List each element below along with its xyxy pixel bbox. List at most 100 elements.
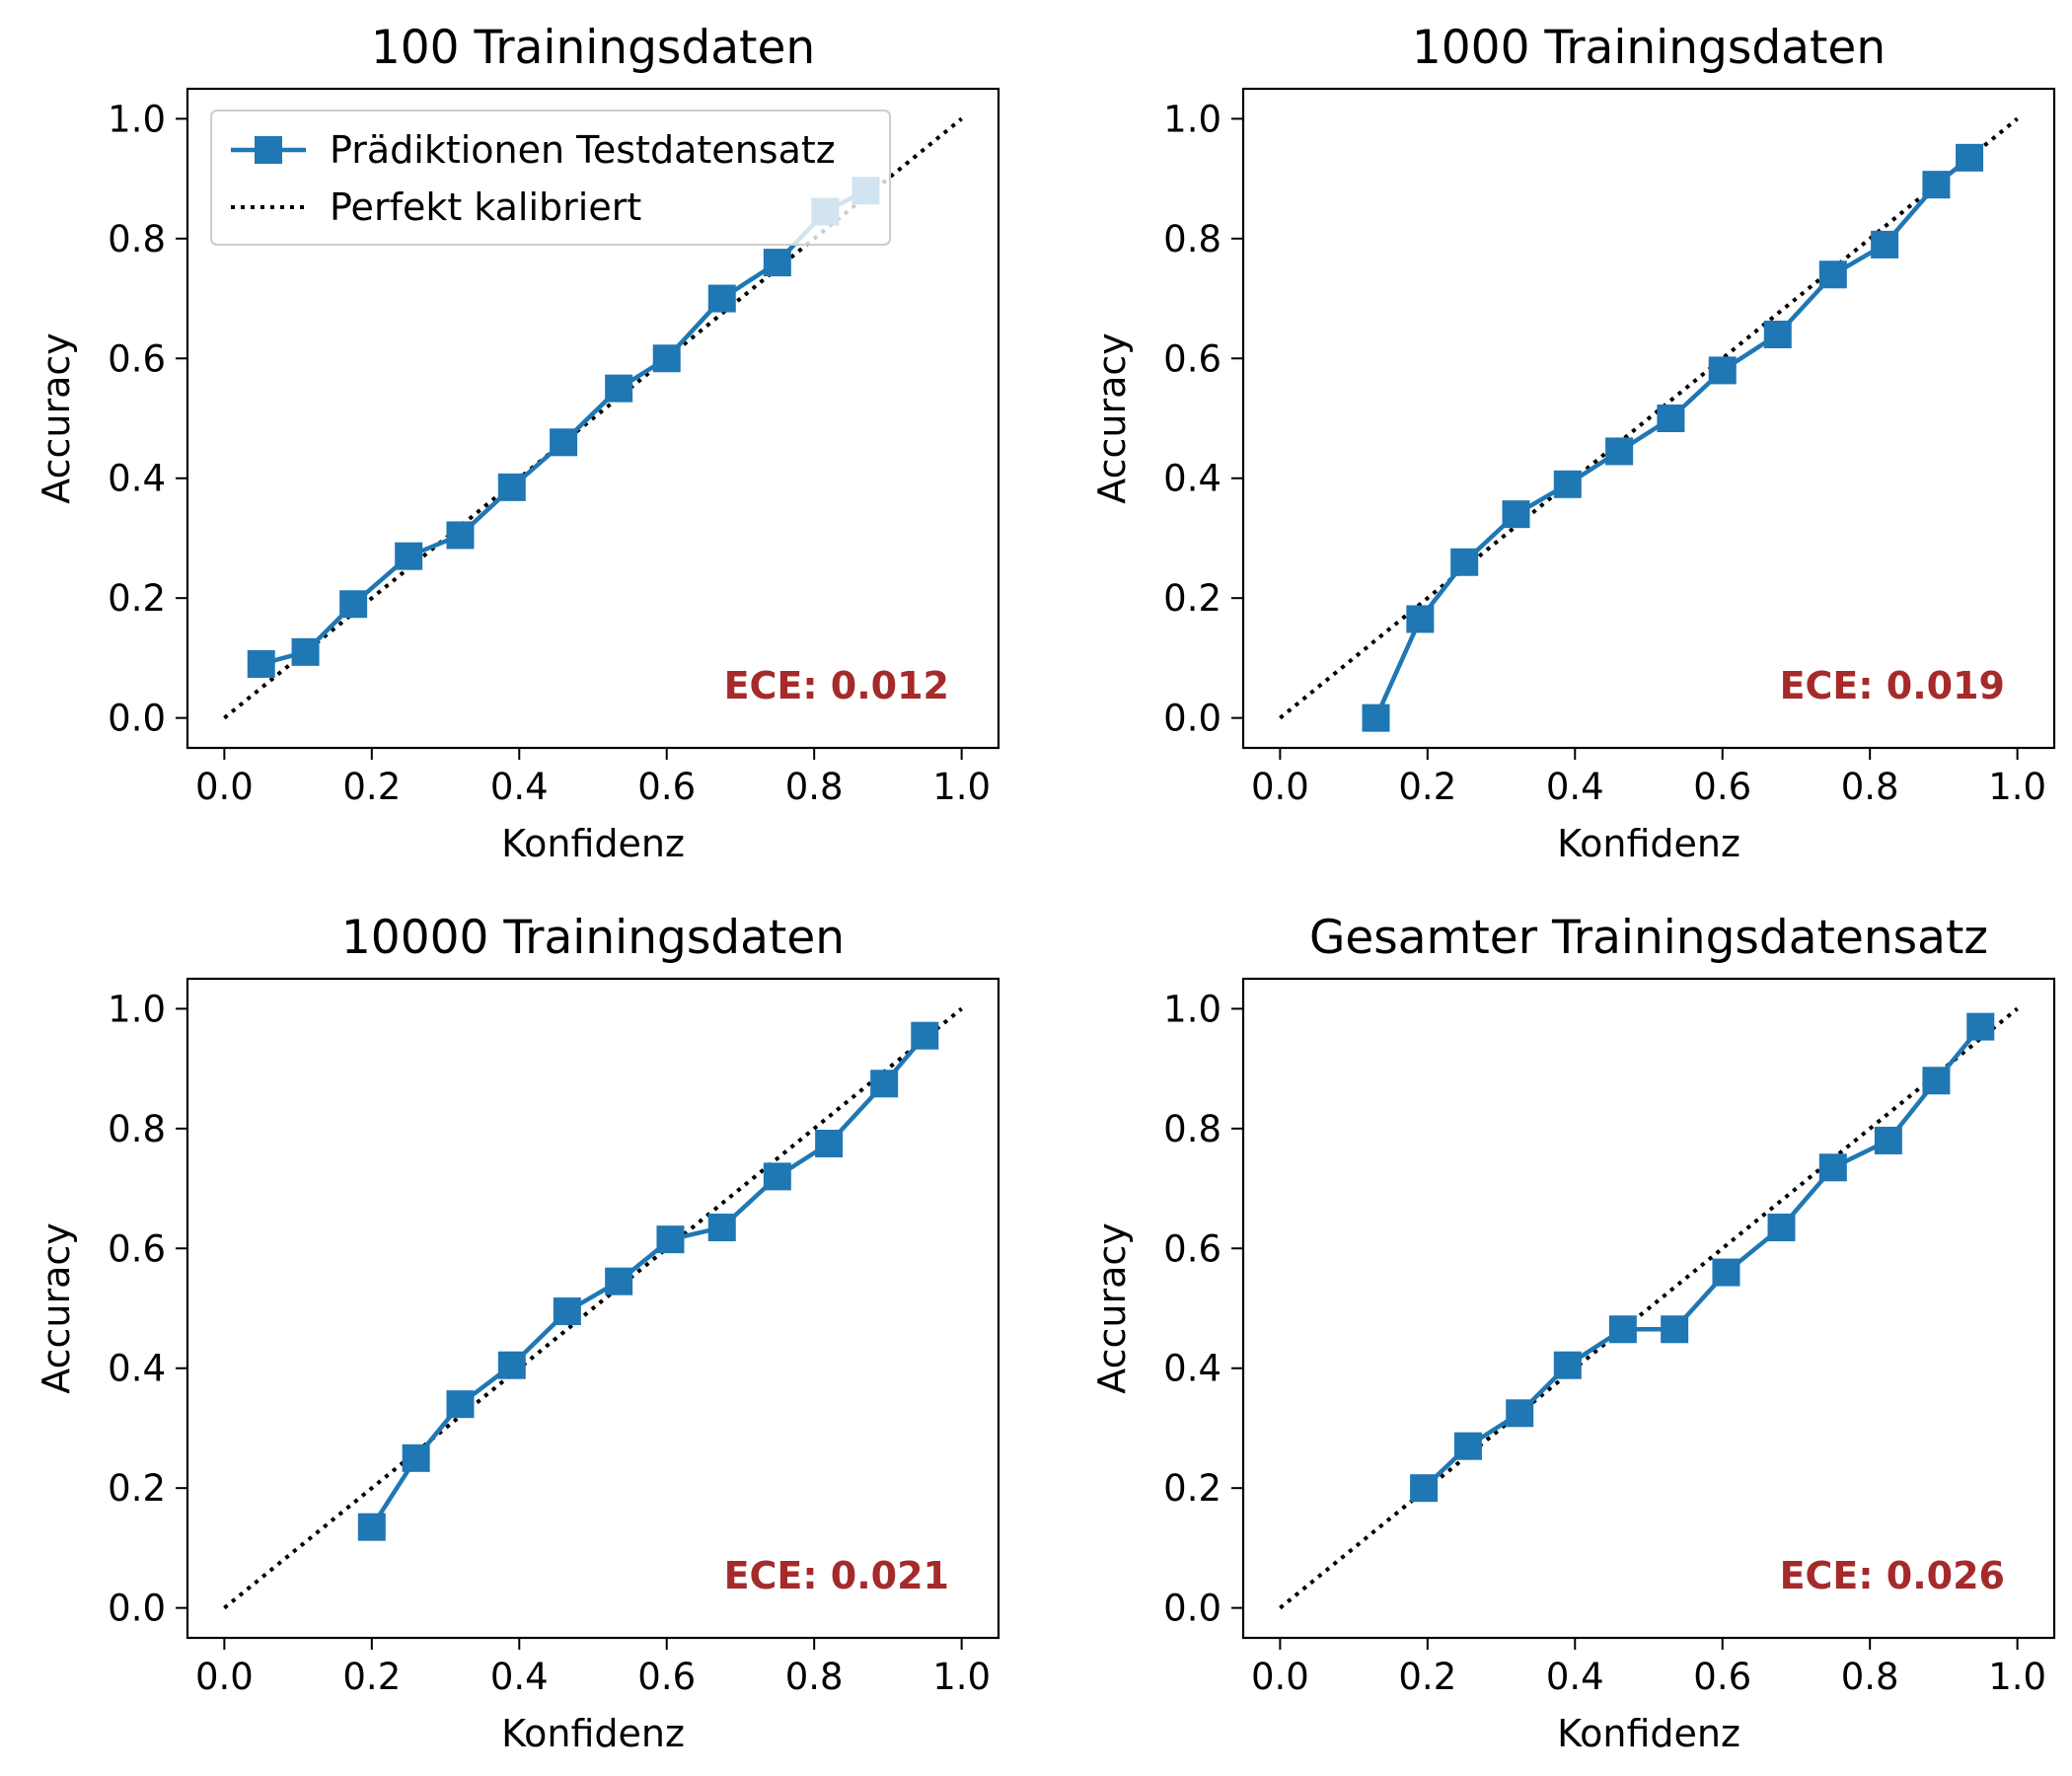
axes-frame (1241, 87, 2056, 750)
x-tick-label: 1.0 (932, 1656, 991, 1698)
y-tick-label: 1.0 (108, 98, 166, 140)
perfect-calibration-line (223, 1006, 963, 1610)
legend-entry-predictions: Prädiktionen Testdatensatz (330, 128, 836, 172)
ece-annotation: ECE: 0.021 (724, 1554, 949, 1597)
prediction-point (1553, 470, 1582, 498)
y-tick-label: 1.0 (108, 988, 166, 1030)
prediction-point (1956, 143, 1984, 172)
prediction-point (1708, 356, 1737, 385)
prediction-point (1553, 1351, 1582, 1379)
y-tick-label: 0.0 (1163, 698, 1221, 740)
perfect-calibration-line (1279, 116, 2019, 720)
ece-annotation: ECE: 0.026 (1780, 1554, 2005, 1597)
prediction-point (1922, 1067, 1951, 1095)
legend-box (210, 110, 891, 246)
y-tick-label: 1.0 (1163, 988, 1221, 1030)
prediction-point (1410, 1474, 1439, 1503)
x-tick-label: 0.4 (1546, 766, 1604, 808)
prediction-point (1453, 1432, 1482, 1460)
x-tick-label: 1.0 (1988, 1656, 2046, 1698)
x-axis-label: Konfidenz (501, 1712, 685, 1755)
prediction-point (1966, 1012, 1995, 1041)
x-tick-label: 1.0 (932, 766, 991, 808)
prediction-point (1362, 703, 1390, 732)
prediction-point (1763, 320, 1792, 348)
x-tick-label: 0.6 (1693, 766, 1751, 808)
x-tick-label: 0.4 (490, 1656, 549, 1698)
prediction-point (1605, 437, 1634, 466)
x-tick-label: 0.8 (1841, 766, 1899, 808)
chart-title: Gesamter Trainingsdatensatz (1309, 911, 1988, 965)
prediction-point (707, 284, 736, 313)
x-tick-label: 0.6 (1693, 1656, 1751, 1698)
prediction-point (550, 428, 578, 457)
y-axis-label: Accuracy (1090, 333, 1134, 504)
legend-series-swatch-marker (255, 136, 282, 164)
x-tick-label: 0.0 (1251, 766, 1309, 808)
y-tick-label: 0.4 (1163, 1348, 1221, 1390)
prediction-series-line (369, 1034, 926, 1528)
prediction-point (605, 374, 633, 403)
prediction-point (497, 473, 526, 501)
legend: Prädiktionen Testdatensatz Perfekt kalibr… (210, 110, 891, 246)
x-tick-label: 0.0 (195, 1656, 254, 1698)
chart-panel-2: 1000 Trainingsdaten 0.0 0.0 0.2 0.2 0.4 0.4 0.6… (1090, 21, 2056, 865)
ece-annotation: ECE: 0.019 (1780, 664, 2005, 707)
prediction-point (247, 649, 275, 678)
prediction-point (1502, 500, 1530, 529)
prediction-point (1657, 405, 1685, 432)
prediction-point (605, 1267, 633, 1295)
x-tick-label: 0.8 (785, 1656, 844, 1698)
chart-title: 10000 Trainingsdaten (341, 911, 845, 965)
y-tick-label: 0.2 (108, 1467, 166, 1510)
axes-frame (185, 977, 1000, 1640)
prediction-point (339, 590, 368, 619)
prediction-point (1871, 230, 1899, 259)
ece-annotation: ECE: 0.012 (724, 664, 949, 707)
y-tick-label: 1.0 (1163, 98, 1221, 140)
y-tick-label: 0.0 (1163, 1588, 1221, 1630)
legend-entry-perfect: Perfekt kalibriert (330, 185, 641, 229)
y-tick-label: 0.4 (108, 1348, 166, 1390)
prediction-point (1818, 1153, 1847, 1182)
x-tick-label: 0.6 (637, 766, 696, 808)
prediction-point (815, 1130, 844, 1157)
y-tick-label: 0.8 (108, 218, 166, 260)
chart-panel-1: 100 Trainingsdaten 0.0 0.0 0.2 0.2 0.4 0.4 0.6 0… (35, 21, 1000, 865)
x-tick-label: 0.2 (342, 766, 401, 808)
prediction-point (553, 1297, 581, 1326)
y-tick-label: 0.6 (1163, 337, 1221, 380)
prediction-point (1608, 1315, 1637, 1344)
prediction-point (291, 637, 320, 666)
x-tick-label: 1.0 (1988, 766, 2046, 808)
prediction-point (911, 1021, 939, 1050)
prediction-point (395, 542, 423, 570)
prediction-point (1450, 548, 1479, 576)
y-tick-label: 0.2 (1163, 577, 1221, 620)
y-tick-label: 0.8 (1163, 1108, 1221, 1150)
x-tick-label: 0.8 (785, 766, 844, 808)
prediction-point (652, 344, 681, 373)
prediction-point (1712, 1258, 1740, 1287)
y-axis-label: Accuracy (35, 1222, 78, 1394)
x-tick-label: 0.0 (195, 766, 254, 808)
prediction-point (656, 1225, 685, 1254)
chart-panel-3: 10000 Trainingsdaten 0.0 0.0 0.2 0.2 0.4 0.4 0.… (35, 911, 1000, 1755)
x-tick-label: 0.2 (342, 1656, 401, 1698)
prediction-point (446, 521, 475, 550)
y-axis-label: Accuracy (1090, 1222, 1134, 1394)
y-tick-label: 0.0 (108, 1588, 166, 1630)
x-tick-label: 0.2 (1398, 766, 1456, 808)
prediction-point (1661, 1315, 1689, 1344)
chart-title: 1000 Trainingsdaten (1412, 21, 1886, 75)
prediction-point (1922, 171, 1951, 199)
x-axis-label: Konfidenz (501, 822, 685, 865)
y-tick-label: 0.6 (1163, 1227, 1221, 1270)
prediction-point (1818, 260, 1847, 289)
x-tick-label: 0.4 (1546, 1656, 1604, 1698)
prediction-point (763, 249, 791, 277)
prediction-point (1767, 1214, 1796, 1242)
prediction-point (497, 1351, 526, 1379)
x-tick-label: 0.0 (1251, 1656, 1309, 1698)
y-tick-label: 0.2 (1163, 1467, 1221, 1510)
